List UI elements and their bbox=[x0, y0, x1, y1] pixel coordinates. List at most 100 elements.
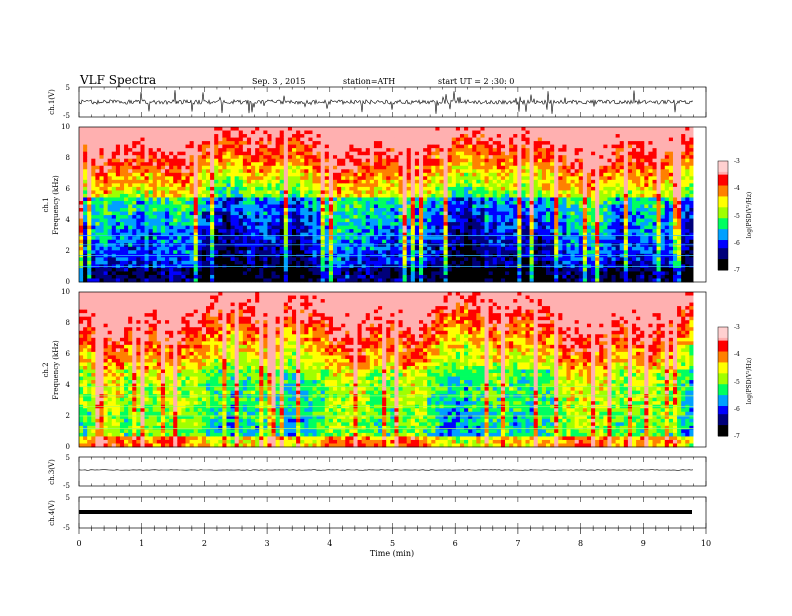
spectrogram-cell bbox=[108, 155, 113, 159]
spectrogram-cell bbox=[280, 271, 285, 275]
spectrogram-cell bbox=[407, 222, 412, 226]
spectrogram-cell bbox=[181, 243, 186, 247]
spectrogram-cell bbox=[341, 205, 346, 209]
spectrogram-cell bbox=[231, 169, 236, 173]
spectrogram-cell bbox=[403, 240, 408, 244]
spectrogram-cell bbox=[444, 176, 449, 180]
spectrogram-cell bbox=[476, 208, 481, 212]
spectrogram-cell bbox=[276, 261, 281, 265]
spectrogram-cell bbox=[276, 180, 281, 184]
spectrogram-cell bbox=[136, 162, 141, 166]
spectrogram-cell bbox=[362, 197, 367, 201]
spectrogram-cell bbox=[415, 212, 420, 216]
spectrogram-cell bbox=[108, 226, 113, 230]
spectrogram-cell bbox=[292, 127, 297, 131]
spectrogram-cell bbox=[435, 257, 440, 261]
spectrogram-cell bbox=[345, 145, 350, 149]
spectrogram-cell bbox=[390, 159, 395, 163]
spectrogram-cell bbox=[276, 148, 281, 152]
spectrogram-cell bbox=[116, 215, 121, 219]
spectrogram-cell bbox=[431, 240, 436, 244]
spectrogram-cell bbox=[378, 176, 383, 180]
spectrogram-cell bbox=[452, 243, 457, 247]
spectrogram-cell bbox=[468, 152, 473, 156]
spectrogram-cell bbox=[374, 261, 379, 265]
spectrogram-cell bbox=[79, 271, 84, 275]
spectrogram-cell bbox=[186, 183, 191, 187]
spectrogram-cell bbox=[198, 222, 203, 226]
spectrogram-cell bbox=[349, 247, 354, 251]
spectrogram-cell bbox=[329, 134, 334, 138]
spectrogram-cell bbox=[530, 194, 535, 198]
spectrogram-cell bbox=[95, 180, 100, 184]
spectrogram-cell bbox=[526, 145, 531, 149]
spectrogram-cell bbox=[251, 166, 256, 170]
spectrogram-cell bbox=[259, 208, 264, 212]
spectrogram-cell bbox=[124, 194, 129, 198]
spectrogram-cell bbox=[284, 145, 289, 149]
spectrogram-cell bbox=[300, 271, 305, 275]
spectrogram-cell bbox=[136, 250, 141, 254]
spectrogram-cell bbox=[296, 243, 301, 247]
spectrogram-cell bbox=[505, 233, 510, 237]
spectrogram-cell bbox=[169, 194, 174, 198]
spectrogram-cell bbox=[116, 268, 121, 272]
spectrogram-cell bbox=[378, 250, 383, 254]
spectrogram-cell bbox=[235, 271, 240, 275]
spectrogram-cell bbox=[243, 205, 248, 209]
spectrogram-cell bbox=[288, 247, 293, 251]
spectrogram-cell bbox=[509, 240, 514, 244]
spectrogram-cell bbox=[468, 257, 473, 261]
spectrogram-cell bbox=[218, 169, 223, 173]
spectrogram-cell bbox=[284, 131, 289, 135]
spectrogram-cell bbox=[382, 201, 387, 205]
spectrogram-cell bbox=[530, 197, 535, 201]
spectrogram-cell bbox=[439, 131, 444, 135]
spectrogram-cell bbox=[169, 247, 174, 251]
spectrogram-cell bbox=[407, 162, 412, 166]
spectrogram-cell bbox=[132, 226, 137, 230]
spectrogram-cell bbox=[407, 247, 412, 251]
spectrogram-cell bbox=[448, 152, 453, 156]
spectrogram-cell bbox=[493, 219, 498, 223]
spectrogram-cell bbox=[390, 173, 395, 177]
spectrogram-cell bbox=[341, 141, 346, 145]
spectrogram-cell bbox=[173, 257, 178, 261]
spectrogram-cell bbox=[280, 145, 285, 149]
spectrogram-cell bbox=[247, 215, 252, 219]
spectrogram-cell bbox=[476, 243, 481, 247]
spectrogram-cell bbox=[239, 190, 244, 194]
spectrogram-cell bbox=[186, 176, 191, 180]
spectrogram-cell bbox=[280, 162, 285, 166]
spectrogram-cell bbox=[136, 134, 141, 138]
spectrogram-cell bbox=[218, 212, 223, 216]
spectrogram-cell bbox=[456, 236, 461, 240]
spectrogram-cell bbox=[177, 257, 182, 261]
spectrogram-cell bbox=[431, 205, 436, 209]
spectrogram-cell bbox=[83, 131, 88, 135]
spectrogram-cell bbox=[394, 233, 399, 237]
spectrogram-cell bbox=[325, 243, 330, 247]
spectrogram-cell bbox=[108, 229, 113, 233]
spectrogram-cell bbox=[194, 127, 199, 131]
spectrogram-cell bbox=[337, 176, 342, 180]
spectrogram-cell bbox=[374, 127, 379, 131]
spectrogram-cell bbox=[214, 131, 219, 135]
spectrogram-cell bbox=[325, 141, 330, 145]
spectrogram-cell bbox=[259, 176, 264, 180]
spectrogram-cell bbox=[362, 152, 367, 156]
spectrogram-cell bbox=[112, 268, 117, 272]
spectrogram-cell bbox=[403, 243, 408, 247]
spectrogram-cell bbox=[190, 145, 195, 149]
spectrogram-cell bbox=[358, 155, 363, 159]
spectrogram-cell bbox=[390, 233, 395, 237]
spectrogram-cell bbox=[362, 219, 367, 223]
spectrogram-cell bbox=[435, 176, 440, 180]
spectrogram-cell bbox=[190, 131, 195, 135]
spectrogram-cell bbox=[292, 166, 297, 170]
spectrogram-cell bbox=[304, 208, 309, 212]
spectrogram-cell bbox=[493, 261, 498, 265]
spectrogram-cell bbox=[276, 243, 281, 247]
spectrogram-cell bbox=[497, 197, 502, 201]
spectrogram-cell bbox=[120, 250, 125, 254]
